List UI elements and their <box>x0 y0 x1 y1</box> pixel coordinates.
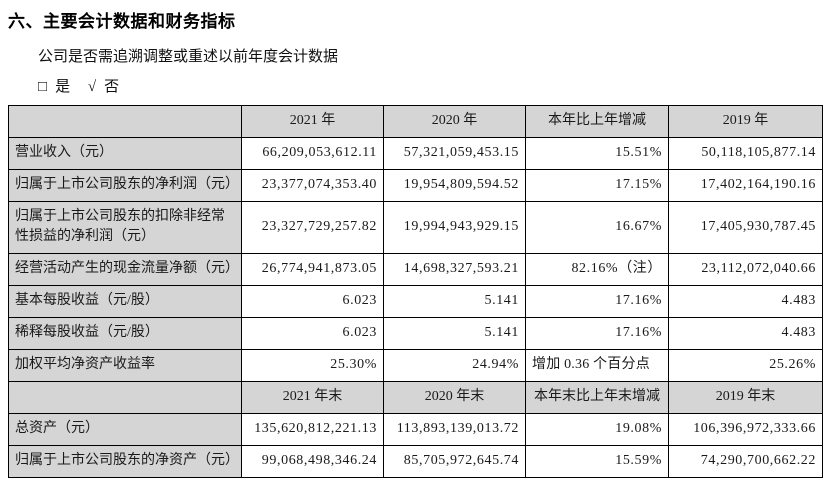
value-2021: 25.30% <box>241 348 384 382</box>
table-row: 归属于上市公司股东的净利润（元） 23,377,074,353.40 19,95… <box>8 169 823 202</box>
value-2019: 4.483 <box>668 284 823 318</box>
table-header-year-end: 2021 年末 2020 年末 本年末比上年末增减 2019 年末 <box>8 380 823 414</box>
option-no-label: 否 <box>104 79 120 95</box>
value-2021: 6.023 <box>241 284 384 318</box>
value-change: 16.67% <box>525 201 669 254</box>
table-header-annual: 2021 年 2020 年 本年比上年增减 2019 年 <box>8 105 823 138</box>
value-2019: 25.26% <box>668 348 823 382</box>
table-row: 稀释每股收益（元/股） 6.023 5.141 17.16% 4.483 <box>8 316 823 350</box>
header-2021: 2021 年 <box>241 105 384 138</box>
table-row: 营业收入（元） 66,209,053,612.11 57,321,059,453… <box>8 137 823 170</box>
table-row: 基本每股收益（元/股） 6.023 5.141 17.16% 4.483 <box>8 284 823 318</box>
row-label: 归属于上市公司股东的净利润（元） <box>8 169 242 202</box>
checkbox-unchecked-icon: □ <box>38 79 48 95</box>
table-row: 总资产（元） 135,620,812,221.13 113,893,139,01… <box>8 412 823 446</box>
value-change: 增加 0.36 个百分点 <box>525 348 669 382</box>
value-2021: 23,377,074,353.40 <box>241 169 384 202</box>
value-2020: 113,893,139,013.72 <box>383 412 526 446</box>
value-2020: 14,698,327,593.21 <box>383 252 526 286</box>
table-row: 归属于上市公司股东的扣除非经常性损益的净利润（元） 23,327,729,257… <box>8 201 823 254</box>
option-yes-label: 是 <box>55 79 71 95</box>
header-blank <box>8 105 242 138</box>
value-change: 19.08% <box>525 412 669 446</box>
row-label: 加权平均净资产收益率 <box>8 348 242 382</box>
header-2019: 2019 年 <box>668 105 823 138</box>
row-label: 经营活动产生的现金流量净额（元） <box>8 252 242 286</box>
value-2021: 66,209,053,612.11 <box>241 137 384 170</box>
section-title: 六、主要会计数据和财务指标 <box>8 12 236 31</box>
header-change-end: 本年末比上年末增减 <box>525 380 669 414</box>
value-2019: 23,112,072,040.66 <box>668 252 823 286</box>
value-2019: 17,405,930,787.45 <box>668 201 823 254</box>
value-change: 17.16% <box>525 316 669 350</box>
row-label: 归属于上市公司股东的净资产（元） <box>8 444 242 478</box>
value-2020: 5.141 <box>383 316 526 350</box>
option-yes: □ 是 <box>38 79 70 95</box>
header-2021-end: 2021 年末 <box>241 380 384 414</box>
value-2020: 57,321,059,453.15 <box>383 137 526 170</box>
value-2020: 19,994,943,929.15 <box>383 201 526 254</box>
key-financials-table: 2021 年 2020 年 本年比上年增减 2019 年 营业收入（元） 66,… <box>8 105 823 478</box>
header-2020-end: 2020 年末 <box>383 380 526 414</box>
value-2019: 17,402,164,190.16 <box>668 169 823 202</box>
value-change: 82.16%（注） <box>525 252 669 286</box>
value-2019: 74,290,700,662.22 <box>668 444 823 478</box>
value-2020: 24.94% <box>383 348 526 382</box>
value-2021: 26,774,941,873.05 <box>241 252 384 286</box>
value-2021: 23,327,729,257.82 <box>241 201 384 254</box>
row-label: 总资产（元） <box>8 412 242 446</box>
value-2020: 5.141 <box>383 284 526 318</box>
table-row: 归属于上市公司股东的净资产（元） 99,068,498,346.24 85,70… <box>8 444 823 478</box>
table-row: 加权平均净资产收益率 25.30% 24.94% 增加 0.36 个百分点 25… <box>8 348 823 382</box>
row-label: 稀释每股收益（元/股） <box>8 316 242 350</box>
option-no: √ 否 <box>88 79 119 95</box>
restate-options: □ 是 √ 否 <box>38 75 823 96</box>
header-change: 本年比上年增减 <box>525 105 669 138</box>
value-2020: 19,954,809,594.52 <box>383 169 526 202</box>
value-2021: 99,068,498,346.24 <box>241 444 384 478</box>
header-2020: 2020 年 <box>383 105 526 138</box>
value-2021: 135,620,812,221.13 <box>241 412 384 446</box>
check-mark-icon: √ <box>87 79 97 95</box>
value-change: 17.15% <box>525 169 669 202</box>
row-label: 营业收入（元） <box>8 137 242 170</box>
value-2019: 106,396,972,333.66 <box>668 412 823 446</box>
header-blank <box>8 380 242 414</box>
restate-question: 公司是否需追溯调整或重述以前年度会计数据 <box>38 49 339 65</box>
value-2019: 50,118,105,877.14 <box>668 137 823 170</box>
row-label: 基本每股收益（元/股） <box>8 284 242 318</box>
value-change: 15.51% <box>525 137 669 170</box>
value-2021: 6.023 <box>241 316 384 350</box>
header-2019-end: 2019 年末 <box>668 380 823 414</box>
value-2019: 4.483 <box>668 316 823 350</box>
table-row: 经营活动产生的现金流量净额（元） 26,774,941,873.05 14,69… <box>8 252 823 286</box>
value-2020: 85,705,972,645.74 <box>383 444 526 478</box>
financial-report-page: 六、主要会计数据和财务指标 公司是否需追溯调整或重述以前年度会计数据 □ 是 √ 否… <box>8 12 823 478</box>
value-change: 17.16% <box>525 284 669 318</box>
value-change: 15.59% <box>525 444 669 478</box>
row-label: 归属于上市公司股东的扣除非经常性损益的净利润（元） <box>8 201 242 254</box>
